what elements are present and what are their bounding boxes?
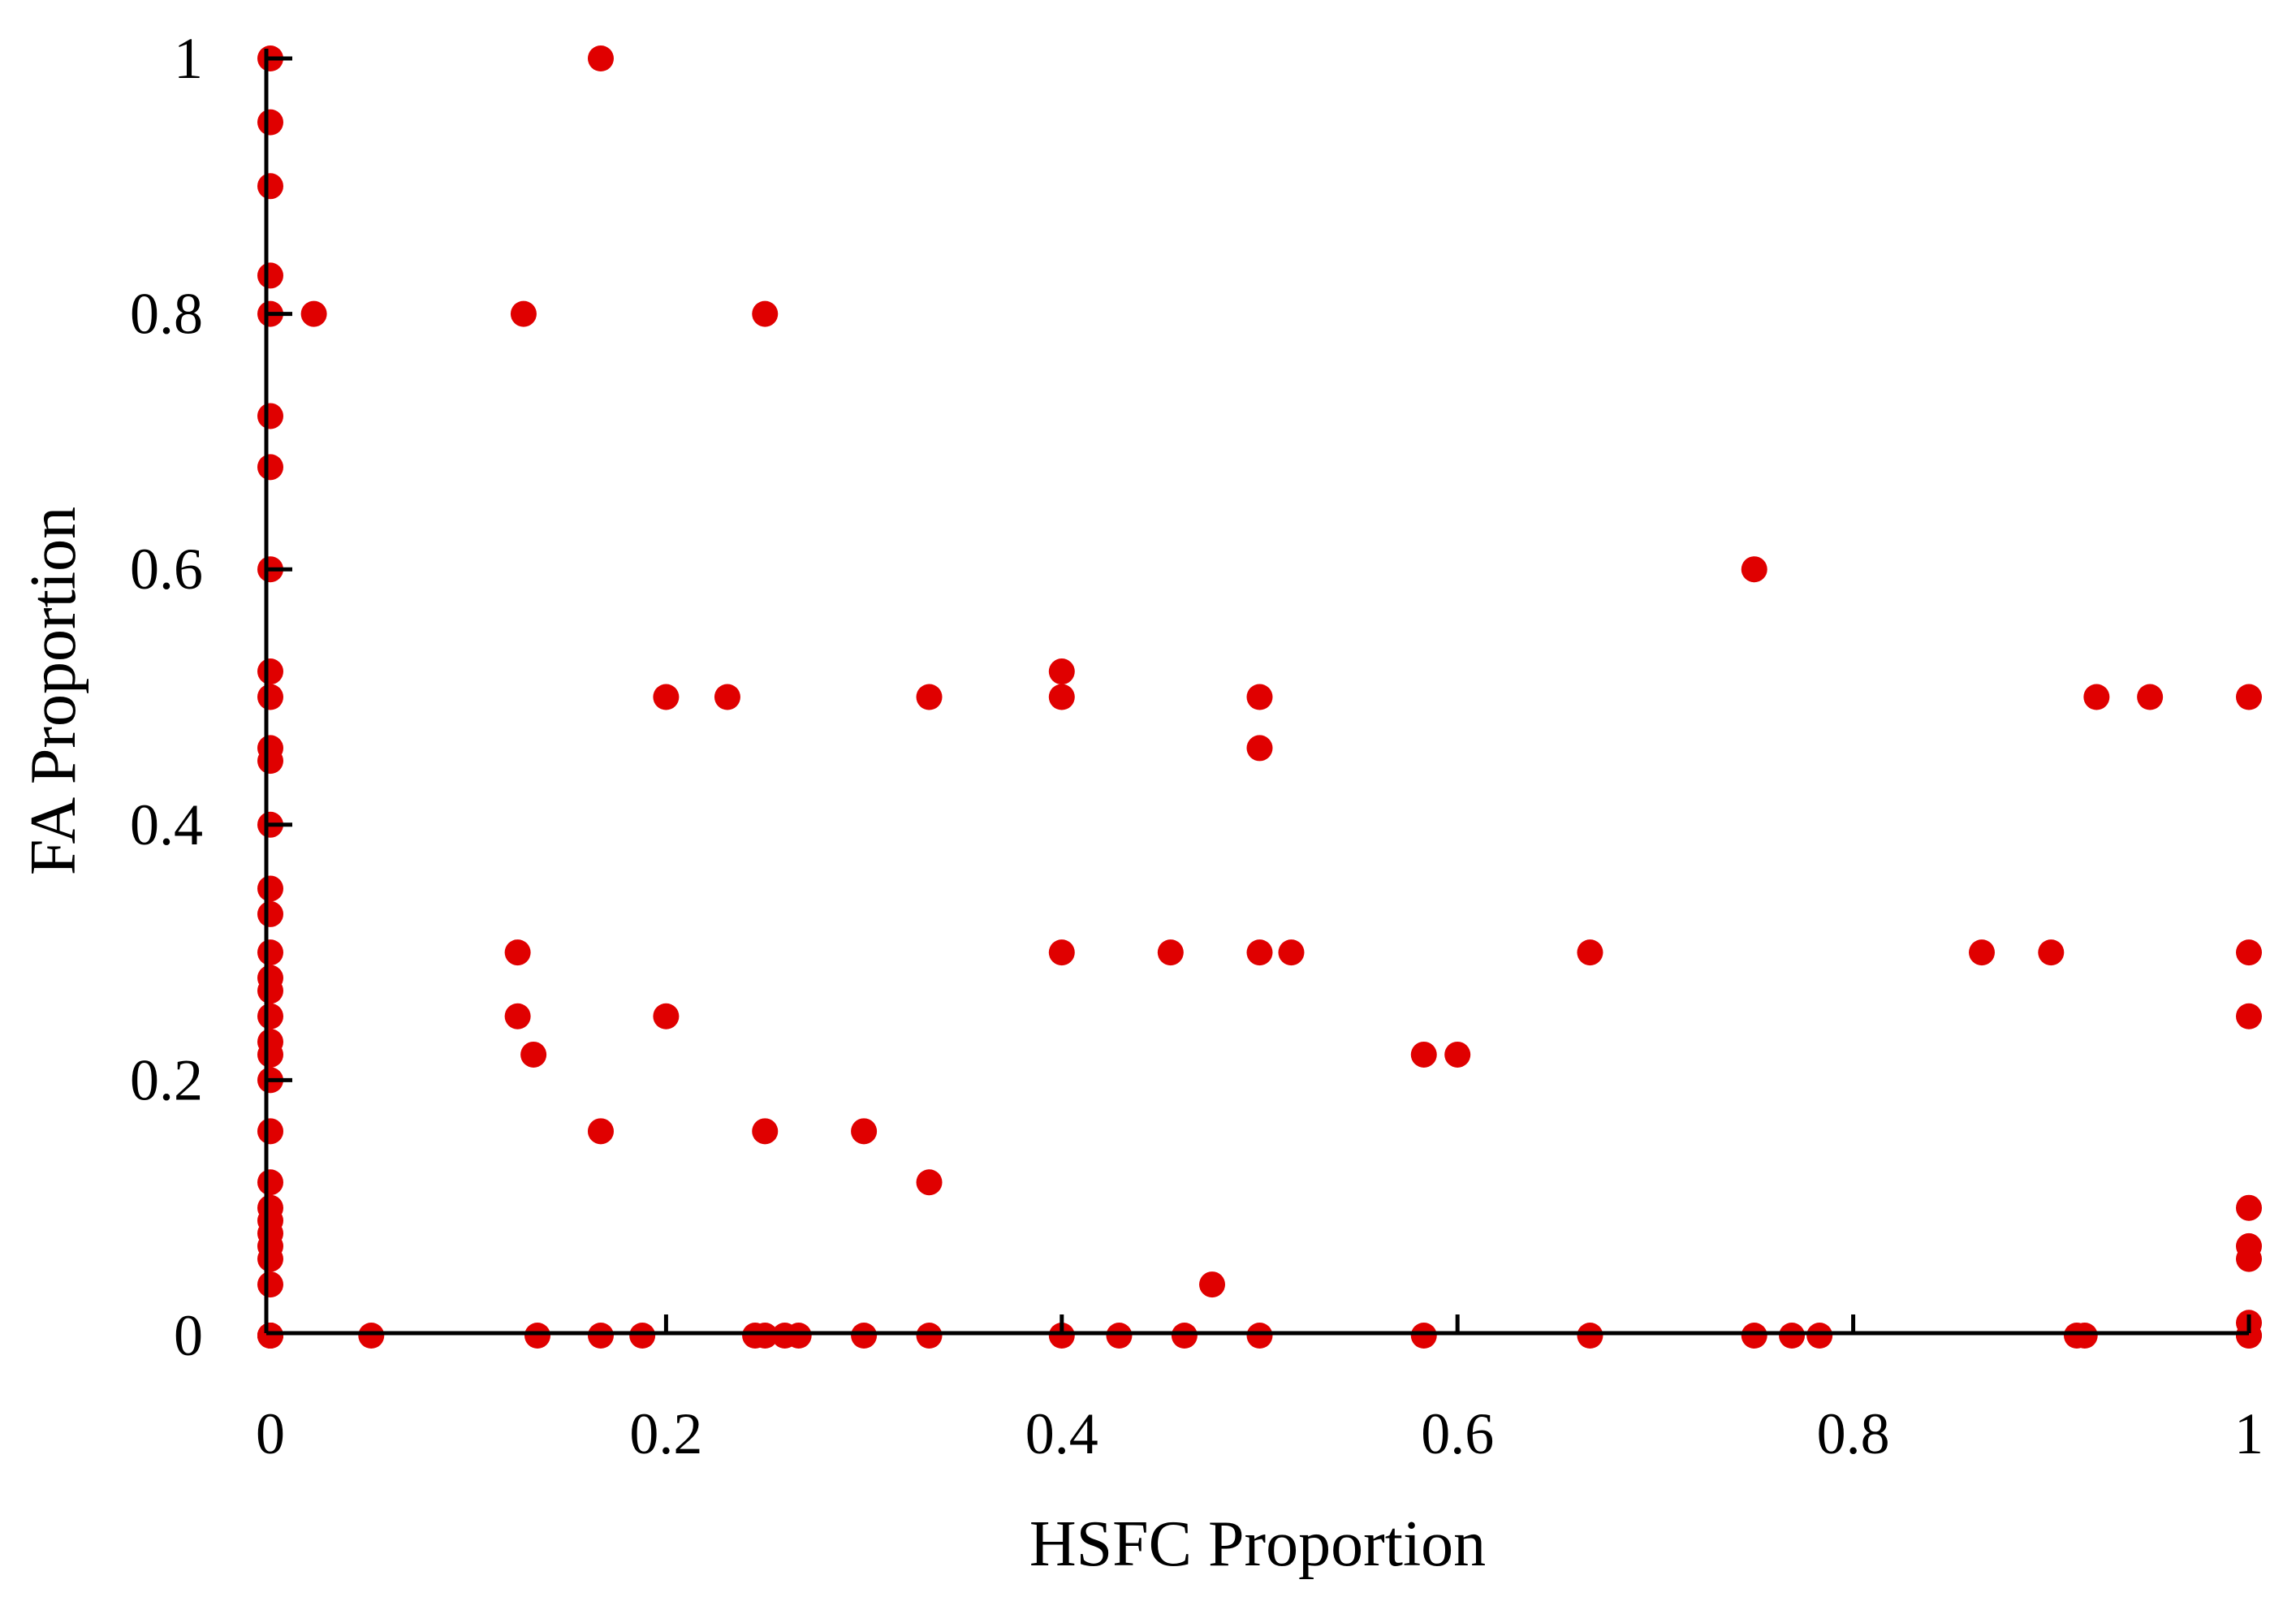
data-point	[2038, 939, 2065, 966]
x-tick-label: 0.6	[1421, 1401, 1494, 1466]
data-point	[257, 978, 283, 1004]
y-axis-ticks: 0 0.2 0.4 0.6 0.8 1	[130, 26, 292, 1368]
data-point	[1806, 1323, 1833, 1349]
data-point	[257, 1118, 283, 1145]
data-point	[257, 658, 283, 685]
data-point	[653, 1003, 680, 1029]
data-point	[257, 454, 283, 481]
data-point	[257, 1271, 283, 1298]
x-tick-label: 0.4	[1025, 1401, 1098, 1466]
data-point	[1246, 735, 1273, 762]
data-point	[257, 109, 283, 136]
data-point	[752, 1323, 779, 1349]
data-point	[1199, 1271, 1226, 1298]
data-point	[1577, 939, 1603, 966]
y-tick-label: 0.2	[130, 1047, 203, 1112]
data-point	[752, 1118, 779, 1145]
data-point	[524, 1323, 550, 1349]
data-point	[916, 684, 943, 710]
data-point	[2236, 684, 2262, 710]
data-point	[504, 1003, 531, 1029]
data-point	[1969, 939, 1996, 966]
data-points	[257, 45, 2262, 1349]
data-point	[752, 300, 779, 327]
data-point	[257, 1041, 283, 1068]
data-point	[257, 403, 283, 429]
data-point	[504, 939, 531, 966]
data-point	[358, 1323, 385, 1349]
data-point	[1246, 684, 1273, 710]
data-point	[1106, 1323, 1133, 1349]
y-tick-label: 0.8	[130, 282, 203, 347]
data-point	[2071, 1323, 2098, 1349]
data-point	[257, 748, 283, 775]
data-point	[1444, 1041, 1471, 1068]
data-point	[257, 1245, 283, 1272]
y-tick-label: 0.6	[130, 537, 203, 602]
data-point	[520, 1041, 547, 1068]
data-point	[2236, 939, 2262, 966]
x-tick-label: 0.2	[629, 1401, 702, 1466]
data-point	[587, 1323, 614, 1349]
data-point	[2236, 1323, 2262, 1349]
data-point	[587, 45, 614, 71]
data-point	[1410, 1323, 1437, 1349]
data-point	[714, 684, 740, 710]
data-point	[2236, 1245, 2262, 1272]
data-point	[1157, 939, 1184, 966]
data-point	[1278, 939, 1305, 966]
data-point	[851, 1118, 878, 1145]
data-point	[587, 1118, 614, 1145]
data-point	[1246, 1323, 1273, 1349]
x-tick-label: 0	[256, 1401, 285, 1466]
data-point	[257, 1323, 283, 1349]
data-point	[2236, 1194, 2262, 1221]
data-point	[257, 1169, 283, 1196]
data-point	[1779, 1323, 1806, 1349]
data-point	[1410, 1041, 1437, 1068]
data-point	[1171, 1323, 1198, 1349]
data-point	[1048, 658, 1075, 685]
data-point	[1741, 1323, 1767, 1349]
data-point	[916, 1169, 943, 1196]
y-axis-title: FA Proportion	[18, 507, 89, 875]
data-point	[257, 173, 283, 200]
data-point	[629, 1323, 656, 1349]
data-point	[1577, 1323, 1603, 1349]
data-point	[257, 1003, 283, 1029]
data-point	[257, 875, 283, 902]
data-point	[300, 300, 327, 327]
x-tick-label: 0.8	[1817, 1401, 1890, 1466]
data-point	[1246, 939, 1273, 966]
data-point	[785, 1323, 812, 1349]
data-point	[2137, 684, 2164, 710]
data-point	[257, 262, 283, 289]
y-tick-label: 0.4	[130, 792, 203, 857]
data-point	[257, 900, 283, 927]
data-point	[1048, 939, 1075, 966]
data-point	[257, 684, 283, 710]
x-axis-title: HSFC Proportion	[1029, 1509, 1486, 1580]
data-point	[2083, 684, 2110, 710]
y-tick-label: 0	[174, 1303, 203, 1368]
x-axis-ticks: 0 0.2 0.4 0.6 0.8 1	[256, 1314, 2264, 1466]
data-point	[1048, 684, 1075, 710]
data-point	[851, 1323, 878, 1349]
data-point	[653, 684, 680, 710]
data-point	[916, 1323, 943, 1349]
data-point	[257, 939, 283, 966]
data-point	[510, 300, 537, 327]
data-point	[1741, 556, 1767, 583]
y-tick-label: 1	[174, 26, 203, 91]
data-point	[1048, 1323, 1075, 1349]
x-tick-label: 1	[2234, 1401, 2264, 1466]
data-point	[2236, 1003, 2262, 1029]
